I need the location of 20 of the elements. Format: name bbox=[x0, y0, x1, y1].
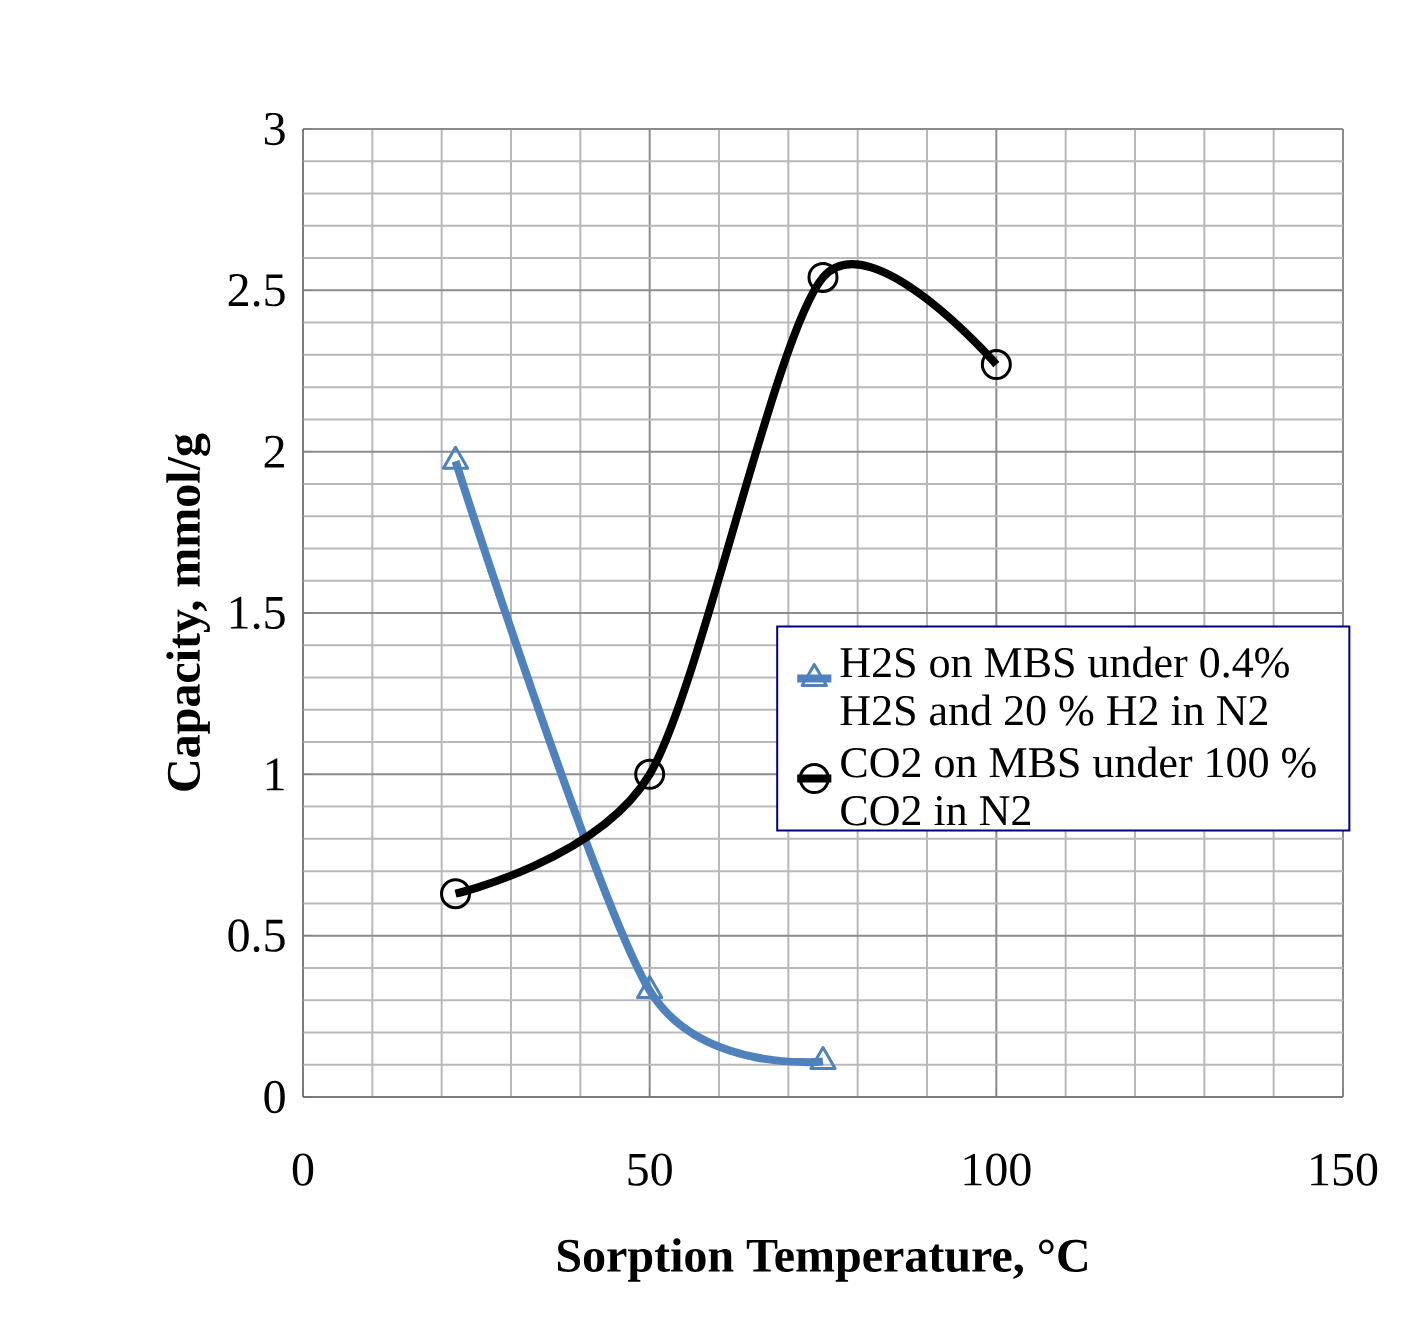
y-tick-label: 0.5 bbox=[228, 919, 285, 952]
y-tick-label: 2.5 bbox=[228, 274, 285, 307]
x-tick-label: 50 bbox=[628, 1153, 672, 1186]
legend-label: CO2 on MBS under 100 % CO2 in N2 bbox=[841, 746, 1316, 826]
y-axis-title: Capacity, mmol/g bbox=[166, 433, 211, 791]
y-tick-label: 3 bbox=[264, 112, 285, 146]
y-tick-label: 2 bbox=[264, 435, 284, 468]
x-tick-label: 150 bbox=[1311, 1153, 1378, 1186]
x-tick-label: 100 bbox=[964, 1153, 1031, 1186]
x-tick-label: 0 bbox=[292, 1153, 314, 1186]
y-tick-label: 0 bbox=[264, 1080, 285, 1114]
legend-label: H2S on MBS under 0.4% H2S and 20 % H2 in N2 bbox=[840, 646, 1289, 726]
point bbox=[636, 975, 664, 1000]
point bbox=[980, 349, 1012, 381]
point bbox=[807, 261, 839, 293]
x-axis-title: Sorption Temperature, °C bbox=[557, 1238, 1087, 1282]
y-tick-label: 1.5 bbox=[230, 596, 285, 630]
point bbox=[809, 1046, 837, 1071]
point bbox=[634, 758, 666, 790]
y-tick-label: 1 bbox=[266, 758, 284, 791]
